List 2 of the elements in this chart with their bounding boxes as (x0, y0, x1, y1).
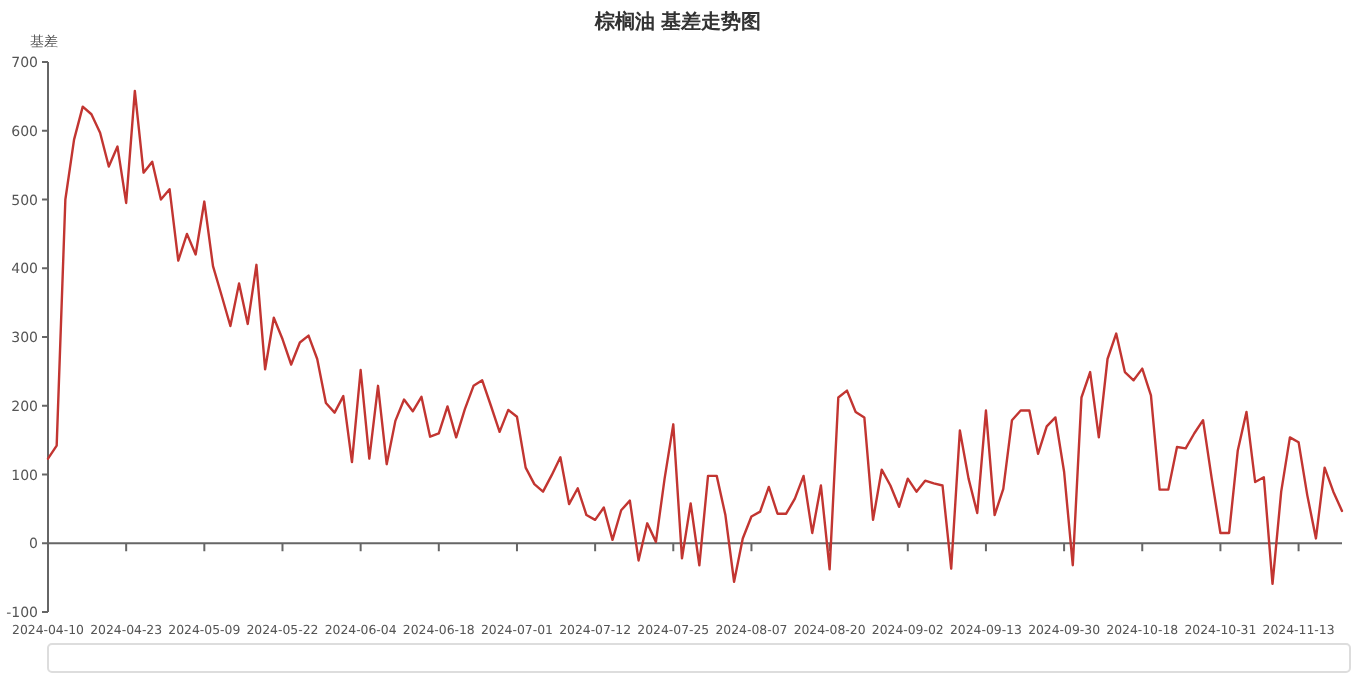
line-series (46, 89, 1344, 586)
chart-title: 棕榈油 基差走势图 (592, 10, 762, 34)
